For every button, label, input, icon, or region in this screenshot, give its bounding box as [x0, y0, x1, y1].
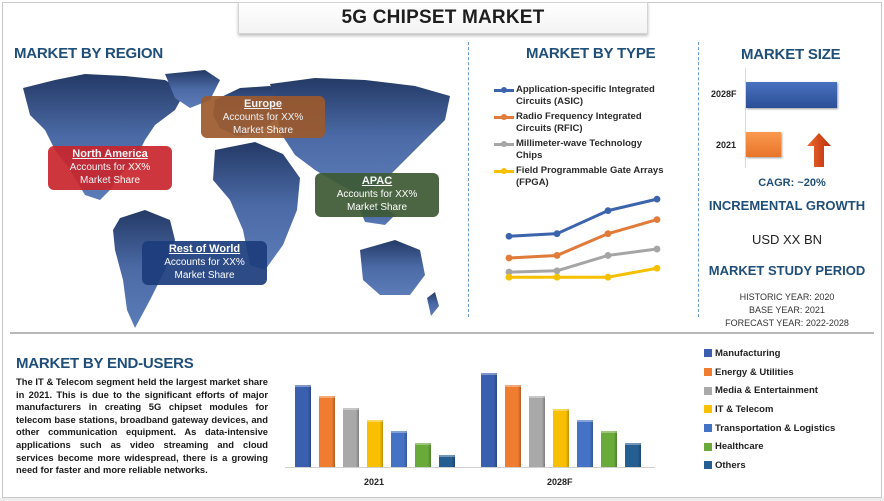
legend-label: Millimeter-wave Technology Chips [516, 138, 642, 161]
forecast-year: FORECAST YEAR: 2022-2028 [725, 318, 849, 328]
legend-label: IT & Telecom [715, 403, 774, 415]
endusers-heading: MARKET BY END-USERS [16, 355, 194, 372]
region-name: Rest of World [168, 243, 241, 255]
endusers-xlabel-2021: 2021 [364, 477, 385, 487]
legend-label: Energy & Utilities [715, 366, 794, 378]
endusers-axis [285, 467, 655, 468]
endusers-bar [553, 409, 569, 467]
legend-label: Healthcare [715, 441, 764, 453]
bottom-strip [0, 498, 884, 501]
type-legend-item: Application-specific Integrated Circuits… [494, 84, 664, 108]
legend-label: Application-specific Integrated Circuits… [516, 84, 655, 107]
legend-line-icon [494, 141, 514, 147]
legend-label: Others [715, 459, 746, 471]
region-share-label: Market Share [232, 125, 294, 136]
size-label-2021: 2021 [716, 140, 737, 150]
divider-region-type [468, 42, 469, 317]
region-share-label: Market Share [174, 270, 235, 281]
region-heading: MARKET BY REGION [14, 45, 164, 62]
region-box-europe: Europe Accounts for XX% Market Share [201, 96, 325, 138]
legend-swatch-icon [704, 461, 712, 470]
legend-swatch-icon [704, 349, 712, 358]
region-box-north-america: North America Accounts for XX% Market Sh… [48, 146, 172, 190]
endusers-xlabel-2028: 2028F [547, 477, 573, 487]
legend-line-icon [494, 87, 514, 93]
divider-horizontal [10, 332, 874, 334]
cagr-text: CAGR: ~20% [758, 177, 826, 189]
region-name: Europe [244, 98, 282, 110]
region-share-text: Accounts for XX% [336, 189, 418, 200]
type-legend-item: Millimeter-wave Technology Chips [494, 138, 664, 162]
type-line-chart [505, 195, 661, 281]
divider-type-size [698, 42, 699, 317]
legend-swatch-icon [704, 405, 712, 414]
incremental-growth-heading: INCREMENTAL GROWTH [708, 198, 866, 213]
region-box-rest-of-world: Rest of World Accounts for XX% Market Sh… [142, 241, 267, 285]
endusers-bar [415, 443, 431, 467]
size-bar-2028 [746, 82, 837, 108]
legend-swatch-icon [704, 442, 712, 451]
page-title: 5G CHIPSET MARKET [341, 7, 545, 28]
endusers-legend-item: Energy & Utilities [704, 363, 835, 382]
legend-label: Media & Entertainment [715, 385, 818, 397]
region-name: APAC [361, 175, 393, 187]
legend-swatch-icon [704, 368, 712, 377]
endusers-bar [343, 408, 359, 467]
endusers-legend-item: Others [704, 456, 835, 475]
endusers-legend-item: IT & Telecom [704, 400, 835, 419]
endusers-bar [577, 420, 593, 467]
endusers-bar [295, 385, 311, 467]
endusers-paragraph: The IT & Telecom segment held the larges… [16, 376, 268, 476]
endusers-legend-item: Manufacturing [704, 344, 835, 363]
incremental-growth-value: USD XX BN [751, 232, 823, 247]
study-period-heading: MARKET STUDY PERIOD [708, 263, 866, 278]
region-name: North America [72, 148, 148, 160]
size-axis [745, 68, 746, 168]
region-box-apac: APAC Accounts for XX% Market Share [315, 173, 439, 217]
growth-arrow-icon [807, 133, 831, 167]
endusers-legend-item: Healthcare [704, 437, 835, 456]
base-year: BASE YEAR: 2021 [749, 305, 825, 315]
endusers-bar [391, 431, 407, 467]
legend-label: Radio Frequency Integrated Circuits (RFI… [516, 111, 642, 134]
title-banner: 5G CHIPSET MARKET [238, 2, 648, 34]
historic-year: HISTORIC YEAR: 2020 [739, 292, 835, 302]
region-share-text: Accounts for XX% [69, 162, 151, 173]
endusers-legend-item: Transportation & Logistics [704, 419, 835, 438]
region-share-label: Market Share [79, 175, 141, 186]
legend-swatch-icon [704, 386, 712, 395]
legend-line-icon [494, 168, 514, 174]
legend-label: Field Programmable Gate Arrays (FPGA) [516, 165, 664, 188]
legend-line-icon [494, 114, 514, 120]
size-bar-2021 [746, 132, 781, 157]
region-share-text: Accounts for XX% [222, 112, 304, 123]
endusers-bar [529, 396, 545, 467]
legend-label: Transportation & Logistics [715, 422, 836, 434]
endusers-legend-item: Media & Entertainment [704, 381, 835, 400]
region-share-label: Market Share [346, 202, 408, 213]
endusers-bar [439, 455, 455, 467]
endusers-bar [367, 420, 383, 467]
size-label-2028: 2028F [711, 89, 737, 99]
endusers-bar [319, 396, 335, 467]
type-legend: Application-specific Integrated Circuits… [494, 84, 664, 192]
endusers-legend: Manufacturing Energy & Utilities Media &… [704, 344, 835, 475]
type-heading: MARKET BY TYPE [526, 45, 656, 62]
region-share-text: Accounts for XX% [164, 257, 245, 268]
size-heading: MARKET SIZE [741, 46, 841, 63]
type-legend-item: Field Programmable Gate Arrays (FPGA) [494, 165, 664, 189]
endusers-bar [505, 385, 521, 467]
legend-label: Manufacturing [715, 347, 781, 359]
endusers-bar [625, 443, 641, 467]
legend-swatch-icon [704, 424, 712, 433]
type-legend-item: Radio Frequency Integrated Circuits (RFI… [494, 111, 664, 135]
endusers-bar [601, 431, 617, 467]
endusers-bar [481, 373, 497, 467]
